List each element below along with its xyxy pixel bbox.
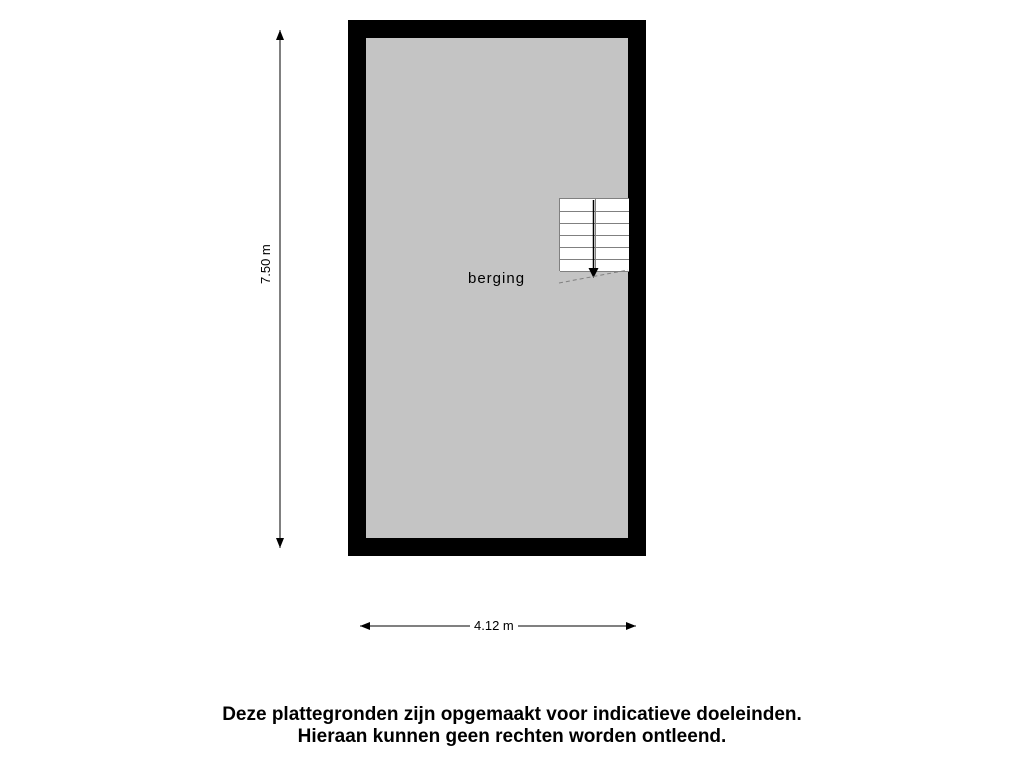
disclaimer-text: Deze plattegronden zijn opgemaakt voor i… — [0, 704, 1024, 748]
disclaimer-line-1: Deze plattegronden zijn opgemaakt voor i… — [222, 704, 802, 725]
disclaimer-line-2: Hieraan kunnen geen rechten worden ontle… — [298, 726, 727, 747]
floorplan-canvas: berging 7.50 m 4.12 m Deze plattegronden… — [0, 0, 1024, 768]
dimension-width-label: 4.12 m — [470, 618, 518, 633]
dimension-width-line — [0, 0, 1024, 768]
